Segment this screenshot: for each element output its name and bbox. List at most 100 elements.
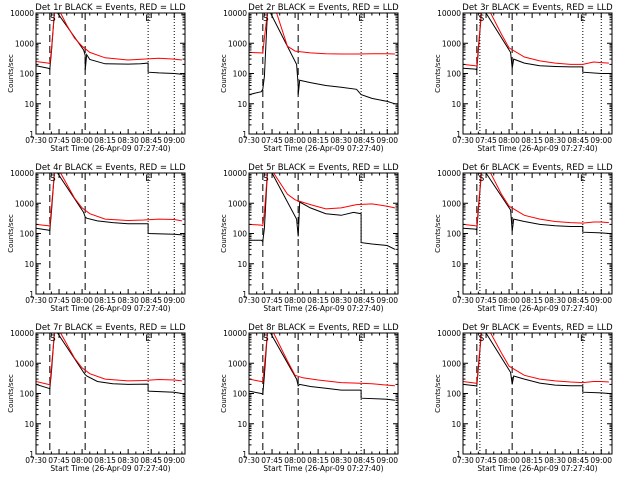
- events-series-line: [463, 333, 609, 394]
- plot-frame: [462, 332, 613, 455]
- x-tick-label: 08:00: [284, 456, 306, 465]
- x-tick-label: 08:45: [140, 296, 162, 305]
- x-tick-label: 08:30: [544, 296, 566, 305]
- x-tick-label: 08:00: [284, 136, 306, 145]
- x-tick-label: 07:30: [238, 296, 260, 305]
- events-series-line: [36, 333, 182, 394]
- y-tick-label: 10: [237, 100, 247, 109]
- x-tick-label: 08:45: [567, 136, 589, 145]
- marker-label: S: [479, 14, 485, 24]
- x-axis-label: Start Time (26-Apr-09 07:27:40): [50, 304, 170, 313]
- plot-frame: [462, 172, 613, 295]
- events-series-line: [463, 13, 609, 74]
- y-tick-label: 10000: [437, 9, 461, 18]
- marker-label: E: [580, 174, 586, 184]
- x-tick-label: 08:30: [544, 456, 566, 465]
- y-tick-label: 10: [237, 420, 247, 429]
- x-tick-label: 08:15: [521, 456, 543, 465]
- panel-title: Det 2r BLACK = Events, RED = LLD: [248, 3, 399, 13]
- y-tick-label: 10: [451, 420, 461, 429]
- y-axis-label: Counts/sec: [220, 374, 228, 413]
- y-tick-label: 10000: [223, 9, 247, 18]
- events-series-line: [249, 13, 396, 105]
- x-tick-label: 08:15: [307, 136, 329, 145]
- y-tick-label: 10: [451, 260, 461, 269]
- lld-series-line: [36, 333, 182, 386]
- events-series-line: [463, 173, 609, 234]
- x-tick-label: 09:00: [163, 456, 185, 465]
- lld-series-line: [249, 333, 395, 387]
- y-tick-label: 100: [20, 230, 35, 239]
- lld-series-line: [249, 173, 396, 227]
- y-tick-label: 1000: [15, 199, 34, 208]
- x-tick-label: 08:45: [140, 456, 162, 465]
- panel-title: Det 4r BLACK = Events, RED = LLD: [35, 163, 186, 173]
- marker-label: S: [263, 174, 269, 184]
- x-tick-label: 08:30: [117, 456, 139, 465]
- x-tick-label: 08:15: [521, 296, 543, 305]
- x-tick-label: 08:00: [284, 296, 306, 305]
- plot-frame: [462, 12, 613, 135]
- marker-label: E: [358, 174, 364, 184]
- y-tick-label: 10000: [437, 329, 461, 338]
- x-tick-label: 09:00: [590, 296, 612, 305]
- y-tick-label: 10000: [10, 169, 34, 178]
- x-tick-label: 07:45: [261, 136, 283, 145]
- y-tick-label: 10: [451, 100, 461, 109]
- x-tick-label: 08:15: [94, 456, 116, 465]
- y-tick-label: 1000: [228, 39, 247, 48]
- marker-label: S: [50, 334, 56, 344]
- lld-series-line: [463, 13, 609, 67]
- x-tick-label: 07:30: [25, 456, 47, 465]
- panel-title: Det 7r BLACK = Events, RED = LLD: [35, 323, 186, 333]
- panel-title: Det 8r BLACK = Events, RED = LLD: [248, 323, 399, 333]
- y-tick-label: 1: [242, 130, 247, 139]
- y-tick-label: 10: [237, 260, 247, 269]
- lld-series-line: [249, 13, 395, 55]
- marker-label: E: [145, 334, 151, 344]
- x-tick-label: 07:30: [452, 296, 474, 305]
- events-series-line: [36, 173, 182, 236]
- marker-label: E: [580, 334, 586, 344]
- y-tick-label: 1: [242, 450, 247, 459]
- y-tick-label: 1000: [15, 39, 34, 48]
- y-tick-label: 1: [242, 290, 247, 299]
- x-tick-label: 09:00: [590, 136, 612, 145]
- x-tick-label: 07:45: [261, 456, 283, 465]
- x-axis-label: Start Time (26-Apr-09 07:27:40): [477, 144, 597, 153]
- y-tick-label: 1000: [228, 199, 247, 208]
- y-tick-label: 10000: [10, 329, 34, 338]
- x-tick-label: 08:15: [307, 296, 329, 305]
- x-tick-label: 08:00: [498, 296, 520, 305]
- y-axis-label: Counts/sec: [434, 374, 442, 413]
- x-tick-label: 08:30: [117, 136, 139, 145]
- lld-series-line: [36, 173, 182, 227]
- y-axis-label: Counts/sec: [220, 54, 228, 93]
- x-tick-label: 07:30: [25, 136, 47, 145]
- x-tick-label: 09:00: [163, 136, 185, 145]
- y-axis-label: Counts/sec: [7, 374, 15, 413]
- marker-label: S: [263, 334, 269, 344]
- x-tick-label: 08:30: [330, 136, 352, 145]
- x-tick-label: 08:00: [71, 136, 93, 145]
- y-tick-label: 100: [447, 70, 462, 79]
- y-tick-label: 10000: [223, 329, 247, 338]
- lld-series-line: [463, 333, 609, 385]
- y-tick-label: 100: [447, 230, 462, 239]
- events-series-line: [249, 173, 396, 250]
- x-tick-label: 08:30: [117, 296, 139, 305]
- x-tick-label: 08:00: [71, 296, 93, 305]
- x-axis-label: Start Time (26-Apr-09 07:27:40): [50, 464, 170, 473]
- x-tick-label: 07:45: [48, 456, 70, 465]
- x-tick-label: 08:45: [353, 136, 375, 145]
- x-tick-label: 09:00: [163, 296, 185, 305]
- plot-frame: [248, 172, 399, 295]
- x-tick-label: 08:00: [71, 456, 93, 465]
